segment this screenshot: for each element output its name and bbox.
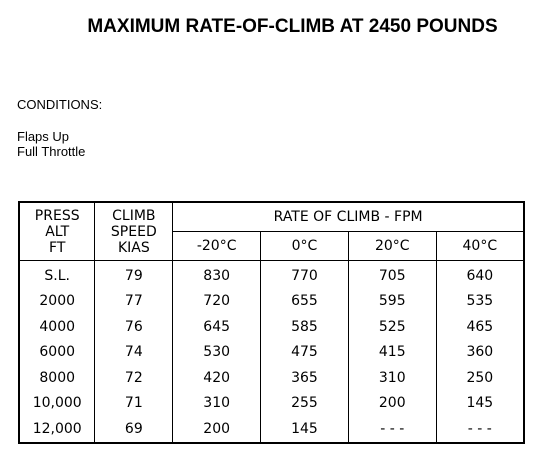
- cell-roc: 655: [261, 289, 349, 315]
- cell-roc: 250: [436, 365, 524, 391]
- header-press-alt-line2: ALT: [20, 224, 94, 240]
- cell-roc: 530: [173, 340, 261, 366]
- cell-roc: 705: [348, 261, 436, 289]
- cell-roc: 310: [173, 391, 261, 417]
- table-row: 8000 72 420 365 310 250: [19, 365, 524, 391]
- table-row: 4000 76 645 585 525 465: [19, 314, 524, 340]
- cell-roc: - - -: [348, 416, 436, 443]
- page-title: MAXIMUM RATE-OF-CLIMB AT 2450 POUNDS: [0, 16, 559, 38]
- cell-kias: 79: [95, 261, 173, 289]
- cell-roc: - - -: [436, 416, 524, 443]
- header-temp-0: 0°C: [261, 232, 349, 261]
- header-temp-20: 20°C: [348, 232, 436, 261]
- cell-kias: 71: [95, 391, 173, 417]
- header-press-alt: PRESS ALT FT: [19, 202, 95, 261]
- conditions-heading: CONDITIONS:: [17, 97, 102, 112]
- cell-roc: 525: [348, 314, 436, 340]
- cell-kias: 72: [95, 365, 173, 391]
- rate-of-climb-table: PRESS ALT FT CLIMB SPEED KIAS RATE OF CL…: [18, 201, 525, 444]
- cell-roc: 595: [348, 289, 436, 315]
- cell-alt: 4000: [19, 314, 95, 340]
- table-row: 12,000 69 200 145 - - - - - -: [19, 416, 524, 443]
- cell-alt: S.L.: [19, 261, 95, 289]
- cell-roc: 640: [436, 261, 524, 289]
- cell-roc: 200: [348, 391, 436, 417]
- header-climb-speed-line3: KIAS: [95, 240, 172, 256]
- cell-roc: 360: [436, 340, 524, 366]
- cell-roc: 465: [436, 314, 524, 340]
- cell-roc: 255: [261, 391, 349, 417]
- cell-roc: 200: [173, 416, 261, 443]
- cell-kias: 69: [95, 416, 173, 443]
- header-rate-of-climb: RATE OF CLIMB - FPM: [173, 202, 524, 232]
- cell-roc: 365: [261, 365, 349, 391]
- table-row: 2000 77 720 655 595 535: [19, 289, 524, 315]
- cell-roc: 310: [348, 365, 436, 391]
- cell-roc: 475: [261, 340, 349, 366]
- cell-roc: 420: [173, 365, 261, 391]
- cell-roc: 720: [173, 289, 261, 315]
- cell-roc: 645: [173, 314, 261, 340]
- header-climb-speed: CLIMB SPEED KIAS: [95, 202, 173, 261]
- header-press-alt-line3: FT: [20, 240, 94, 256]
- header-temp-40: 40°C: [436, 232, 524, 261]
- cell-alt: 12,000: [19, 416, 95, 443]
- condition-flaps: Flaps Up: [17, 129, 85, 144]
- cell-kias: 77: [95, 289, 173, 315]
- cell-roc: 415: [348, 340, 436, 366]
- cell-roc: 535: [436, 289, 524, 315]
- header-climb-speed-line1: CLIMB: [95, 208, 172, 224]
- cell-kias: 74: [95, 340, 173, 366]
- cell-alt: 8000: [19, 365, 95, 391]
- condition-throttle: Full Throttle: [17, 144, 85, 159]
- cell-roc: 145: [261, 416, 349, 443]
- cell-roc: 145: [436, 391, 524, 417]
- header-temp-minus20: -20°C: [173, 232, 261, 261]
- conditions-list: Flaps Up Full Throttle: [17, 129, 85, 159]
- cell-roc: 770: [261, 261, 349, 289]
- header-climb-speed-line2: SPEED: [95, 224, 172, 240]
- header-press-alt-line1: PRESS: [20, 208, 94, 224]
- cell-alt: 10,000: [19, 391, 95, 417]
- table-row: S.L. 79 830 770 705 640: [19, 261, 524, 289]
- table-row: 10,000 71 310 255 200 145: [19, 391, 524, 417]
- table-row: 6000 74 530 475 415 360: [19, 340, 524, 366]
- cell-roc: 585: [261, 314, 349, 340]
- cell-roc: 830: [173, 261, 261, 289]
- cell-alt: 2000: [19, 289, 95, 315]
- cell-alt: 6000: [19, 340, 95, 366]
- cell-kias: 76: [95, 314, 173, 340]
